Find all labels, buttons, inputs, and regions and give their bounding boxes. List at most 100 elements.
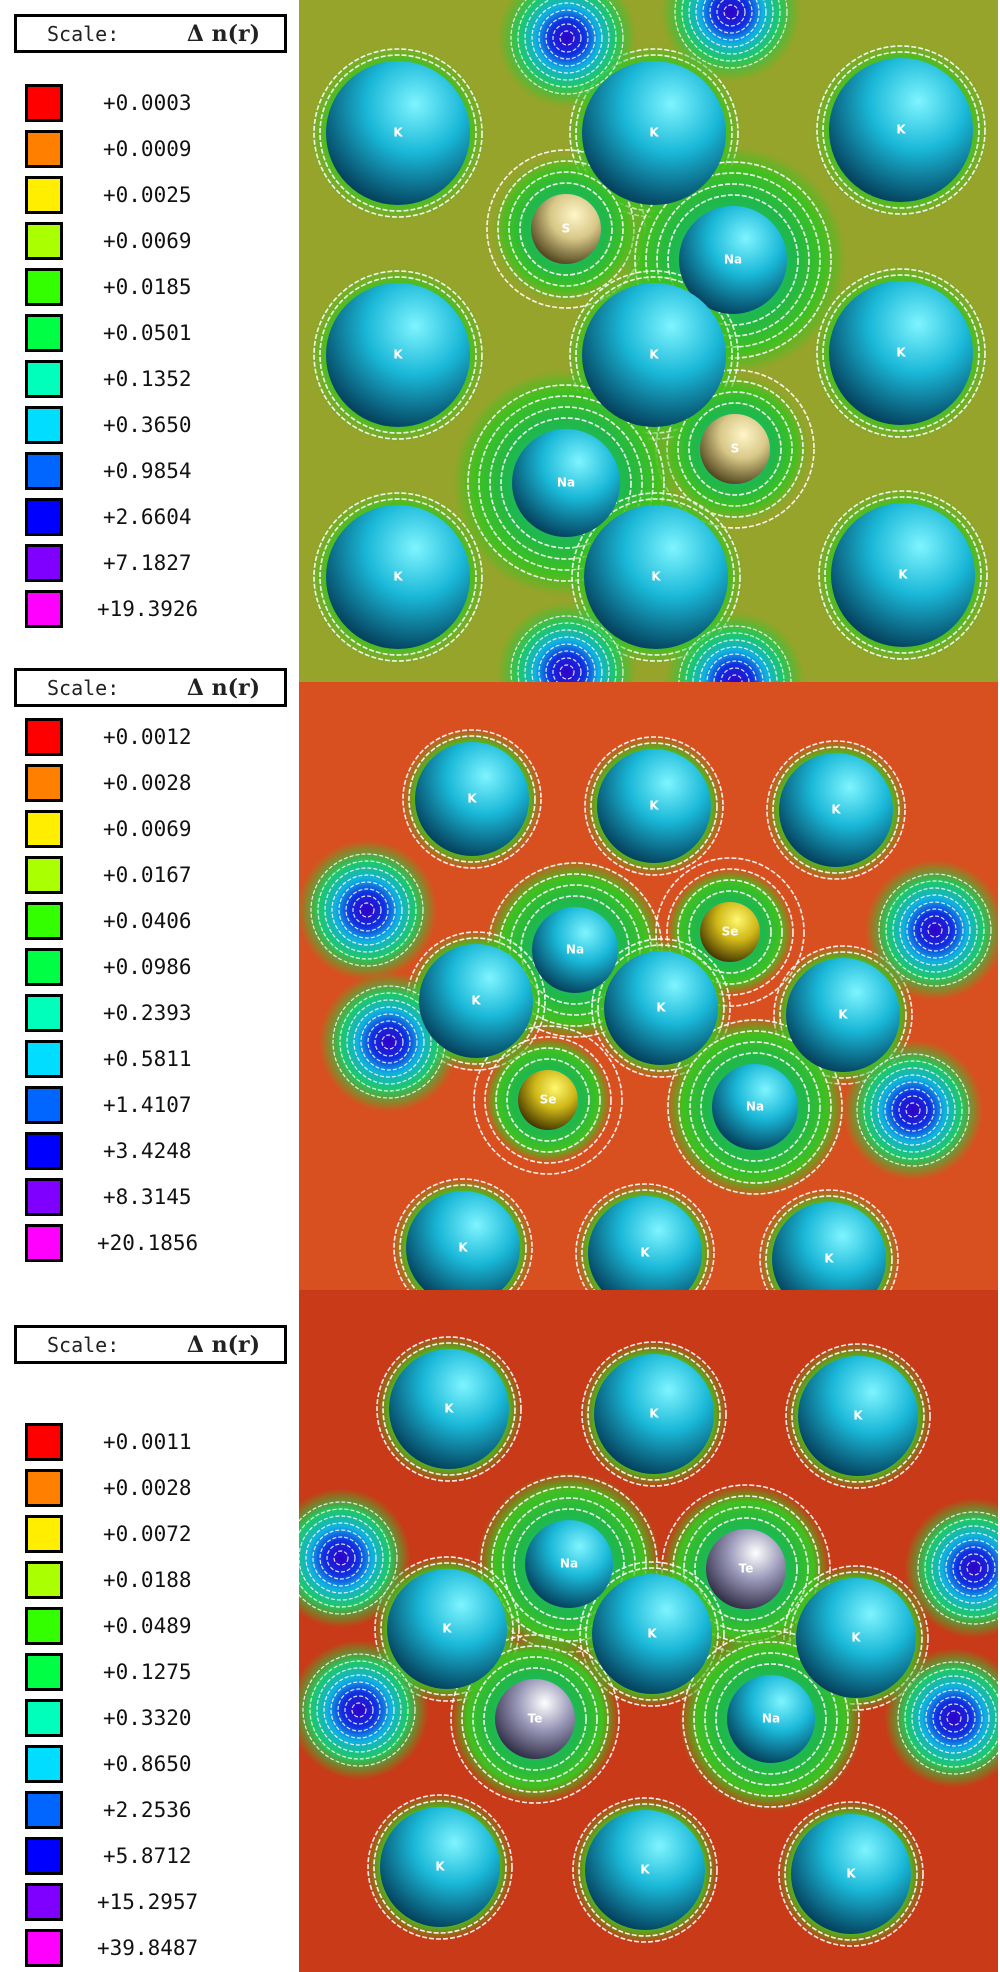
legend-value: +20.1856 xyxy=(97,1231,199,1255)
legend-value: +0.0025 xyxy=(103,183,192,207)
legend-item: +0.0986 xyxy=(25,948,285,986)
svg-text:Te: Te xyxy=(528,1712,543,1726)
legend-swatch xyxy=(25,902,63,940)
legend-item: +0.0167 xyxy=(25,856,285,894)
legend-item: +0.0028 xyxy=(25,764,285,802)
atom-na: Na xyxy=(679,206,787,314)
atom-k: K xyxy=(796,1578,916,1698)
legend-item: +20.1856 xyxy=(25,1224,285,1262)
atom-na: Na xyxy=(727,1675,815,1763)
svg-text:K: K xyxy=(846,1867,856,1881)
legend-swatch xyxy=(25,84,63,122)
legend-swatch xyxy=(25,1561,63,1599)
legend-value: +0.0003 xyxy=(103,91,192,115)
legend-item: +0.0003 xyxy=(25,84,285,122)
legend-item: +0.0072 xyxy=(25,1515,285,1553)
legend-item: +8.3145 xyxy=(25,1178,285,1216)
legend-swatch xyxy=(25,1883,63,1921)
legend-swatch xyxy=(25,314,63,352)
svg-text:Na: Na xyxy=(746,1100,764,1114)
legend-item: +0.0012 xyxy=(25,718,285,756)
legend-item: +0.0069 xyxy=(25,810,285,848)
legend-title: Scale: xyxy=(47,675,120,700)
legend-value: +0.0009 xyxy=(103,137,192,161)
svg-text:Se: Se xyxy=(540,1093,557,1107)
legend-swatch xyxy=(25,406,63,444)
atom-k: K xyxy=(326,505,470,649)
atom-k: K xyxy=(406,1191,520,1290)
legend-swatch xyxy=(25,452,63,490)
legend-value: +5.8712 xyxy=(103,1844,192,1868)
density-map-2: K K K Na Se K K K Se Na K K K xyxy=(299,682,998,1290)
svg-text:Te: Te xyxy=(739,1562,754,1576)
svg-text:S: S xyxy=(731,442,740,456)
legend-value: +0.3650 xyxy=(103,413,192,437)
legend-item: +7.1827 xyxy=(25,544,285,582)
legend-swatch xyxy=(25,498,63,536)
atom-k: K xyxy=(798,1356,918,1476)
svg-text:K: K xyxy=(656,1001,666,1015)
svg-text:K: K xyxy=(649,1407,659,1421)
legend-3: Scale: Δ n(r) +0.0011 +0.0028 +0.0072 +0.01… xyxy=(0,1290,299,1972)
legend-item: +0.0011 xyxy=(25,1423,285,1461)
legend-value: +2.2536 xyxy=(103,1798,192,1822)
legend-item: +2.2536 xyxy=(25,1791,285,1829)
legend-value: +0.0986 xyxy=(103,955,192,979)
legend-swatch xyxy=(25,544,63,582)
legend-swatch xyxy=(25,130,63,168)
legend-value: +0.0028 xyxy=(103,1476,192,1500)
atom-k: K xyxy=(582,61,726,205)
legend-item: +3.4248 xyxy=(25,1132,285,1170)
svg-text:Na: Na xyxy=(560,1557,578,1571)
legend-swatch xyxy=(25,222,63,260)
density-map-1: K K K S Na K K K S Na K K K xyxy=(299,0,998,682)
svg-text:K: K xyxy=(896,346,906,360)
legend-item: +0.0069 xyxy=(25,222,285,260)
svg-text:K: K xyxy=(898,568,908,582)
legend-item: +39.8487 xyxy=(25,1929,285,1967)
legend-swatch xyxy=(25,764,63,802)
legend-item: +2.6604 xyxy=(25,498,285,536)
atom-se: Se xyxy=(518,1070,578,1130)
legend-title: Scale: xyxy=(47,1332,120,1357)
svg-text:K: K xyxy=(649,799,659,813)
legend-item: +0.9854 xyxy=(25,452,285,490)
legend-value: +0.2393 xyxy=(103,1001,192,1025)
legend-value: +1.4107 xyxy=(103,1093,192,1117)
atom-k: K xyxy=(582,283,726,427)
legend-header: Scale: Δ n(r) xyxy=(14,1325,287,1364)
legend-value: +8.3145 xyxy=(103,1185,192,1209)
atom-k: K xyxy=(326,61,470,205)
density-map-3: K K K Na Te K K K Te Na K K K xyxy=(299,1290,998,1972)
svg-text:K: K xyxy=(442,1622,452,1636)
legend-swatch xyxy=(25,590,63,628)
legend-value: +19.3926 xyxy=(97,597,199,621)
svg-text:K: K xyxy=(651,570,661,584)
legend-value: +0.8650 xyxy=(103,1752,192,1776)
legend-swatch xyxy=(25,1423,63,1461)
legend-swatch xyxy=(25,1224,63,1262)
atom-k: K xyxy=(387,1569,507,1689)
svg-text:K: K xyxy=(640,1863,650,1877)
atom-s: S xyxy=(700,414,770,484)
legend-item: +0.0028 xyxy=(25,1469,285,1507)
svg-text:K: K xyxy=(458,1241,468,1255)
legend-value: +7.1827 xyxy=(103,551,192,575)
atom-k: K xyxy=(772,1202,886,1290)
atom-k: K xyxy=(604,951,718,1065)
legend-value: +0.0501 xyxy=(103,321,192,345)
svg-text:K: K xyxy=(435,1860,445,1874)
legend-swatch xyxy=(25,1791,63,1829)
density-panel-3: Scale: Δ n(r) +0.0011 +0.0028 +0.0072 +0.01… xyxy=(0,1290,1000,1972)
legend-item: +0.0489 xyxy=(25,1607,285,1645)
legend-item: +19.3926 xyxy=(25,590,285,628)
density-panel-1: Scale: Δ n(r) +0.0003 +0.0009 +0.0025 +0.00… xyxy=(0,0,1000,682)
legend-item: +0.0009 xyxy=(25,130,285,168)
legend-value: +0.0012 xyxy=(103,725,192,749)
legend-swatch xyxy=(25,1607,63,1645)
legend-symbol: Δ n(r) xyxy=(186,1331,260,1358)
legend-value: +0.9854 xyxy=(103,459,192,483)
legend-item: +0.5811 xyxy=(25,1040,285,1078)
svg-text:K: K xyxy=(393,348,403,362)
svg-text:K: K xyxy=(471,994,481,1008)
